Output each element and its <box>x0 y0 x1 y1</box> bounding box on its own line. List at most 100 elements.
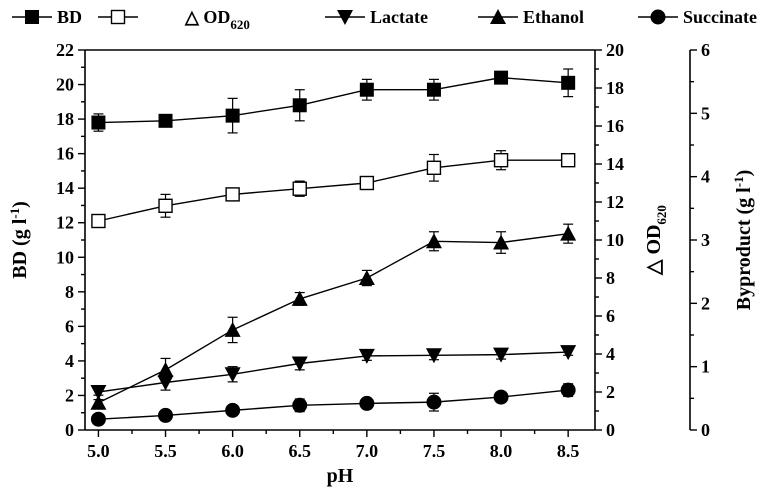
left-axis-label: BD (g l-1) <box>7 201 31 279</box>
data-point-od620 <box>292 181 307 196</box>
left-y-tick-label: 16 <box>56 144 74 164</box>
right1-y-tick-label: 20 <box>606 40 624 60</box>
series-line-od620 <box>98 159 569 222</box>
x-tick-label: 8.5 <box>557 441 580 461</box>
x-tick-label: 7.0 <box>356 441 379 461</box>
left-y-tick-label: 2 <box>65 385 74 405</box>
data-point-lactate <box>291 356 308 372</box>
legend-marker <box>490 9 506 24</box>
right2-axis-label: Byproduct (g l-1) <box>731 170 755 311</box>
left-y-tick-label: 20 <box>56 75 74 95</box>
series-ethanol <box>90 223 577 410</box>
legend-item-2: △ OD620 <box>184 7 250 32</box>
data-point-lactate <box>224 367 241 383</box>
legend-marker <box>650 9 666 25</box>
right2-y-tick-label: 5 <box>701 103 710 123</box>
right1-y-tick-label: 12 <box>606 192 624 212</box>
x-tick-label: 6.5 <box>288 441 311 461</box>
series-od620 <box>91 150 576 229</box>
right1-y-tick-label: 0 <box>606 420 615 440</box>
left-y-tick-label: 0 <box>65 420 74 440</box>
data-point-ethanol <box>157 361 174 377</box>
legend-item-5: Succinate <box>638 7 757 27</box>
x-tick-label: 5.5 <box>154 441 177 461</box>
right1-y-tick-label: 16 <box>606 116 624 136</box>
data-point-lactate <box>560 345 577 361</box>
data-point-lactate <box>425 348 442 364</box>
right2-y-tick-label: 2 <box>701 293 710 313</box>
data-point-bd <box>359 82 374 97</box>
right2-y-tick-label: 4 <box>701 167 710 187</box>
data-point-succinate <box>426 394 442 410</box>
data-point-succinate <box>560 382 576 398</box>
legend: BD △ OD620 Lactate Ethanol Succinate <box>12 7 757 32</box>
data-point-succinate <box>90 411 106 427</box>
data-point-succinate <box>493 389 509 405</box>
data-point-od620 <box>91 213 106 229</box>
left-y-tick-label: 8 <box>65 282 74 302</box>
data-point-od620 <box>158 198 173 214</box>
data-point-ethanol <box>224 321 241 337</box>
series-succinate <box>90 382 576 427</box>
legend-marker <box>110 9 126 25</box>
right1-y-tick-label: 14 <box>606 154 624 174</box>
x-axis-label: pH <box>327 465 354 487</box>
right2-y-tick-label: 1 <box>701 357 710 377</box>
data-point-od620 <box>560 152 576 168</box>
series-line-lactate <box>98 351 569 393</box>
legend-label: BD <box>57 7 82 27</box>
left-y-tick-label: 22 <box>56 40 74 60</box>
left-y-tick-label: 4 <box>65 351 74 371</box>
legend-marker <box>25 10 39 24</box>
series-bd <box>91 68 576 134</box>
data-point-lactate <box>157 375 174 391</box>
data-point-bd <box>426 82 441 97</box>
left-y-tick-label: 6 <box>65 316 74 336</box>
data-point-od620 <box>493 152 509 168</box>
legend-label: △ OD620 <box>184 7 250 32</box>
legend-item-3: Lactate <box>325 7 428 27</box>
x-tick-label: 6.0 <box>221 441 244 461</box>
right2-y-tick-label: 3 <box>701 230 710 250</box>
data-point-succinate <box>292 397 308 413</box>
data-point-bd <box>225 108 240 123</box>
x-tick-label: 5.0 <box>87 441 110 461</box>
right1-y-tick-label: 2 <box>606 382 615 402</box>
data-point-od620 <box>225 187 240 202</box>
left-y-tick-label: 12 <box>56 213 74 233</box>
right1-y-tick-label: 4 <box>606 344 615 364</box>
data-point-succinate <box>359 395 375 411</box>
data-point-ethanol <box>425 233 442 249</box>
axes: 5.0 5.5 6.0 6.5 7.0 7.5 8.0 8.5pH02468101214161… <box>7 40 755 487</box>
data-point-bd <box>292 98 307 113</box>
data-point-lactate <box>358 348 375 364</box>
right1-axis-label: △ OD620 <box>643 205 669 276</box>
data-point-od620 <box>359 175 375 191</box>
left-y-tick-label: 18 <box>56 109 74 129</box>
data-point-ethanol <box>90 394 107 410</box>
right1-y-tick-label: 18 <box>606 78 624 98</box>
data-point-lactate <box>493 347 510 363</box>
plot-area <box>90 68 577 427</box>
left-y-tick-label: 14 <box>56 178 74 198</box>
data-point-succinate <box>225 402 241 418</box>
legend-item-4: Ethanol <box>478 7 584 27</box>
data-point-bd <box>91 115 106 130</box>
data-point-ethanol <box>560 225 577 241</box>
legend-item-0: BD <box>12 7 82 27</box>
legend-label: Succinate <box>683 7 757 27</box>
series-line-succinate <box>98 389 569 420</box>
right2-y-tick-label: 0 <box>701 420 710 440</box>
data-point-bd <box>158 113 173 128</box>
legend-item-1 <box>98 9 138 25</box>
data-point-od620 <box>426 160 442 176</box>
right2-y-tick-label: 6 <box>701 40 710 60</box>
series-line-bd <box>98 76 569 124</box>
right1-y-tick-label: 10 <box>606 230 624 250</box>
data-point-lactate <box>90 385 107 400</box>
right1-y-tick-label: 8 <box>606 268 615 288</box>
data-point-ethanol <box>358 270 375 285</box>
x-tick-label: 7.5 <box>423 441 446 461</box>
data-point-succinate <box>158 407 174 423</box>
